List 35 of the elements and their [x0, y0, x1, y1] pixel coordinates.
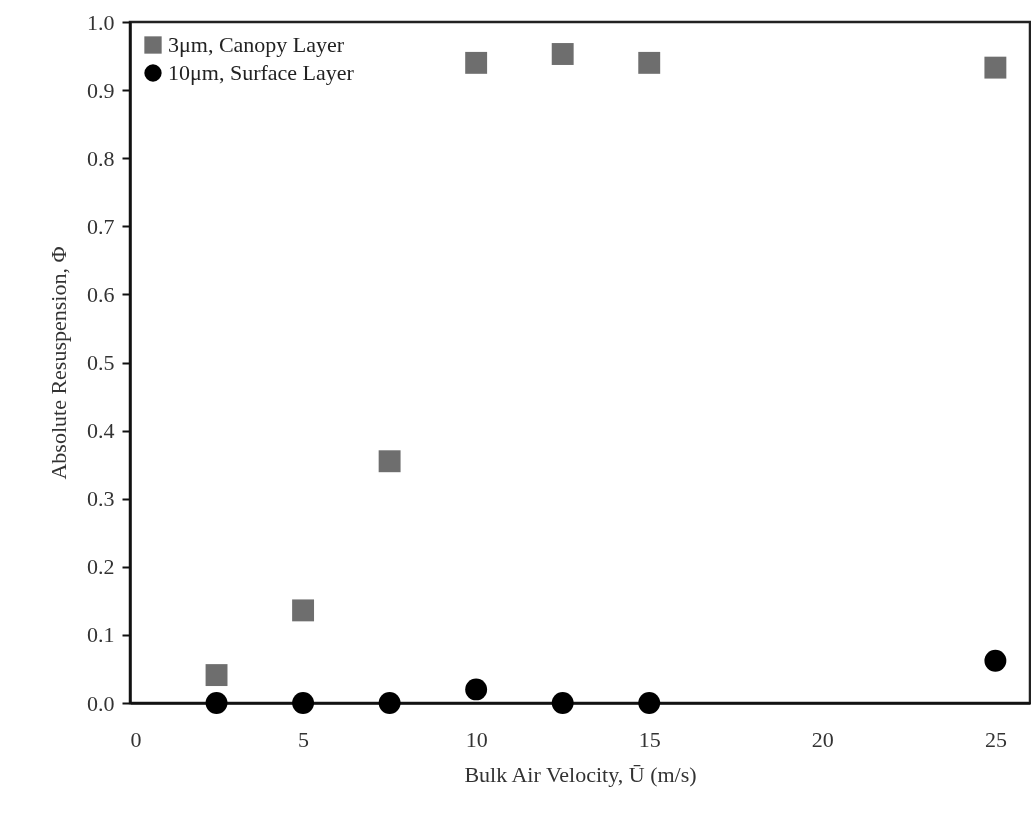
y-tick-label: 0.9	[87, 77, 115, 103]
y-tick-label: 0.6	[87, 281, 115, 307]
y-tick-label: 0.3	[87, 486, 115, 512]
legend-label: 10μm, Surface Layer	[168, 60, 355, 85]
x-axis-title: Bulk Air Velocity, Ū (m/s)	[464, 761, 697, 787]
point	[551, 43, 574, 65]
point	[292, 599, 315, 622]
y-tick-label: 0.2	[87, 554, 115, 580]
point	[205, 664, 228, 687]
y-tick-label: 0.8	[87, 145, 115, 171]
y-tick-label: 0.4	[87, 418, 115, 444]
x-tick-label: 15	[638, 726, 661, 752]
legend-label: 3μm, Canopy Layer	[168, 32, 345, 57]
point	[465, 678, 488, 701]
x-tick-label: 5	[298, 726, 310, 752]
point	[378, 692, 401, 714]
y-tick-label: 1.0	[87, 9, 115, 35]
y-axis-title: Absolute Resuspension, Φ	[46, 246, 71, 480]
y-tick-label: 0.1	[87, 622, 115, 648]
point	[638, 51, 661, 74]
point	[551, 692, 574, 714]
point	[378, 450, 401, 473]
y-tick-label: 0.0	[87, 690, 115, 716]
point	[465, 51, 488, 74]
point	[205, 692, 228, 714]
point	[984, 56, 1007, 79]
point	[638, 692, 661, 714]
x-tick-label: 25	[984, 726, 1007, 752]
y-tick-label: 0.5	[87, 350, 115, 375]
point	[292, 692, 315, 714]
y-tick-label: 0.7	[87, 213, 115, 239]
x-tick-label: 10	[465, 726, 488, 752]
point	[984, 649, 1007, 672]
x-tick-label: 20	[811, 726, 834, 752]
x-tick-label: 0	[130, 726, 142, 752]
